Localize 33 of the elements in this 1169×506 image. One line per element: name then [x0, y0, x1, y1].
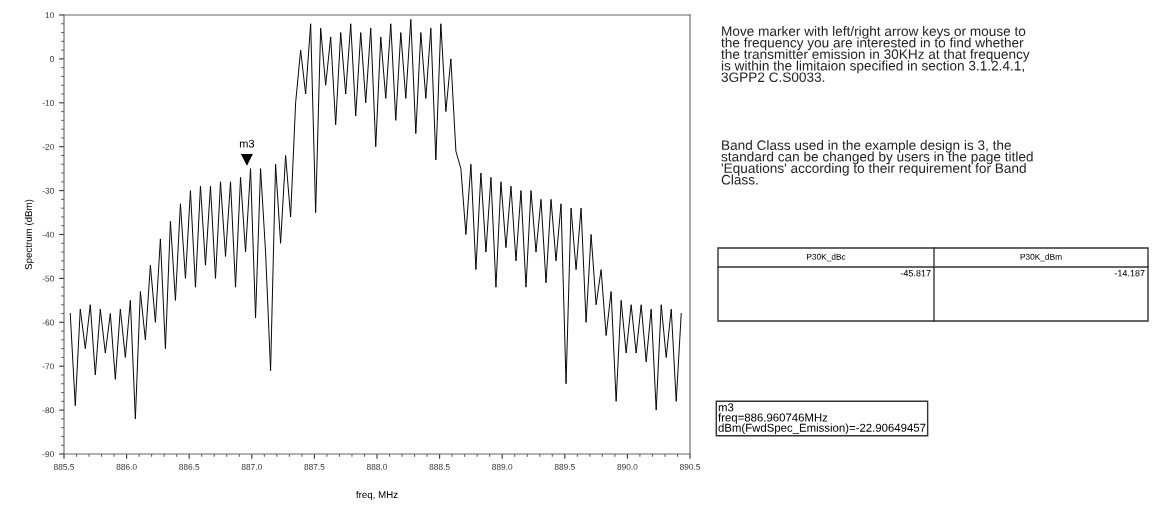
y-tick-label: 0	[49, 56, 54, 62]
x-axis-title: freq, MHz	[356, 490, 398, 500]
text: m3 freq=886.960746MHz dBm(FwdSpec_Emission)=-22.90649457	[718, 403, 926, 435]
text: Move marker with left/right arrow keys or mouse to the frequency you are interested in to find whether the transmitter emission in 30KHz at that frequency is within the limitaion specified in section 3.1.2.4.1, 3GPP2 C.S0033.	[721, 26, 1030, 83]
y-tick-label: -50	[42, 275, 54, 282]
y-tick-label: -80	[42, 407, 54, 414]
x-tick-label: 890.0	[617, 463, 638, 470]
line-series	[69, 18, 682, 420]
x-tick-label: 888.0	[366, 463, 388, 470]
y-tick-label: -10	[42, 100, 54, 106]
x-tick-label: 886.0	[116, 463, 137, 470]
y-tick-label: -40	[42, 231, 54, 238]
x-tick-label: 889.5	[554, 463, 575, 470]
y-tick-label: -90	[42, 451, 54, 458]
annotation: m3	[239, 139, 255, 148]
x-tick-label: 885.5	[53, 463, 75, 470]
y-tick-label: -20	[42, 143, 54, 150]
text: P30K_dBm	[1020, 253, 1062, 262]
text: -45.817	[900, 270, 931, 277]
y-tick-label: 10	[45, 12, 54, 19]
x-tick-label: 888.5	[429, 463, 450, 470]
text: -14.187	[1114, 270, 1145, 277]
x-tick-label: 887.0	[241, 463, 262, 470]
x-tick-label: 889.0	[492, 463, 513, 470]
x-tick-label: 890.5	[679, 463, 701, 470]
text: P30K_dBc	[806, 253, 846, 262]
y-tick-label: -30	[42, 187, 54, 194]
y-axis-title: Spectrum (dBm)	[24, 199, 34, 270]
y-tick-label: -60	[42, 319, 54, 326]
x-tick-label: 887.5	[304, 463, 325, 470]
x-tick-label: 886.5	[179, 463, 200, 470]
text: Band Class used in the example design is 3, the standard can be changed by users in the page titled 'Equations' according to their requirement for Band Class.	[721, 140, 1033, 185]
y-tick-label: -70	[42, 363, 54, 370]
